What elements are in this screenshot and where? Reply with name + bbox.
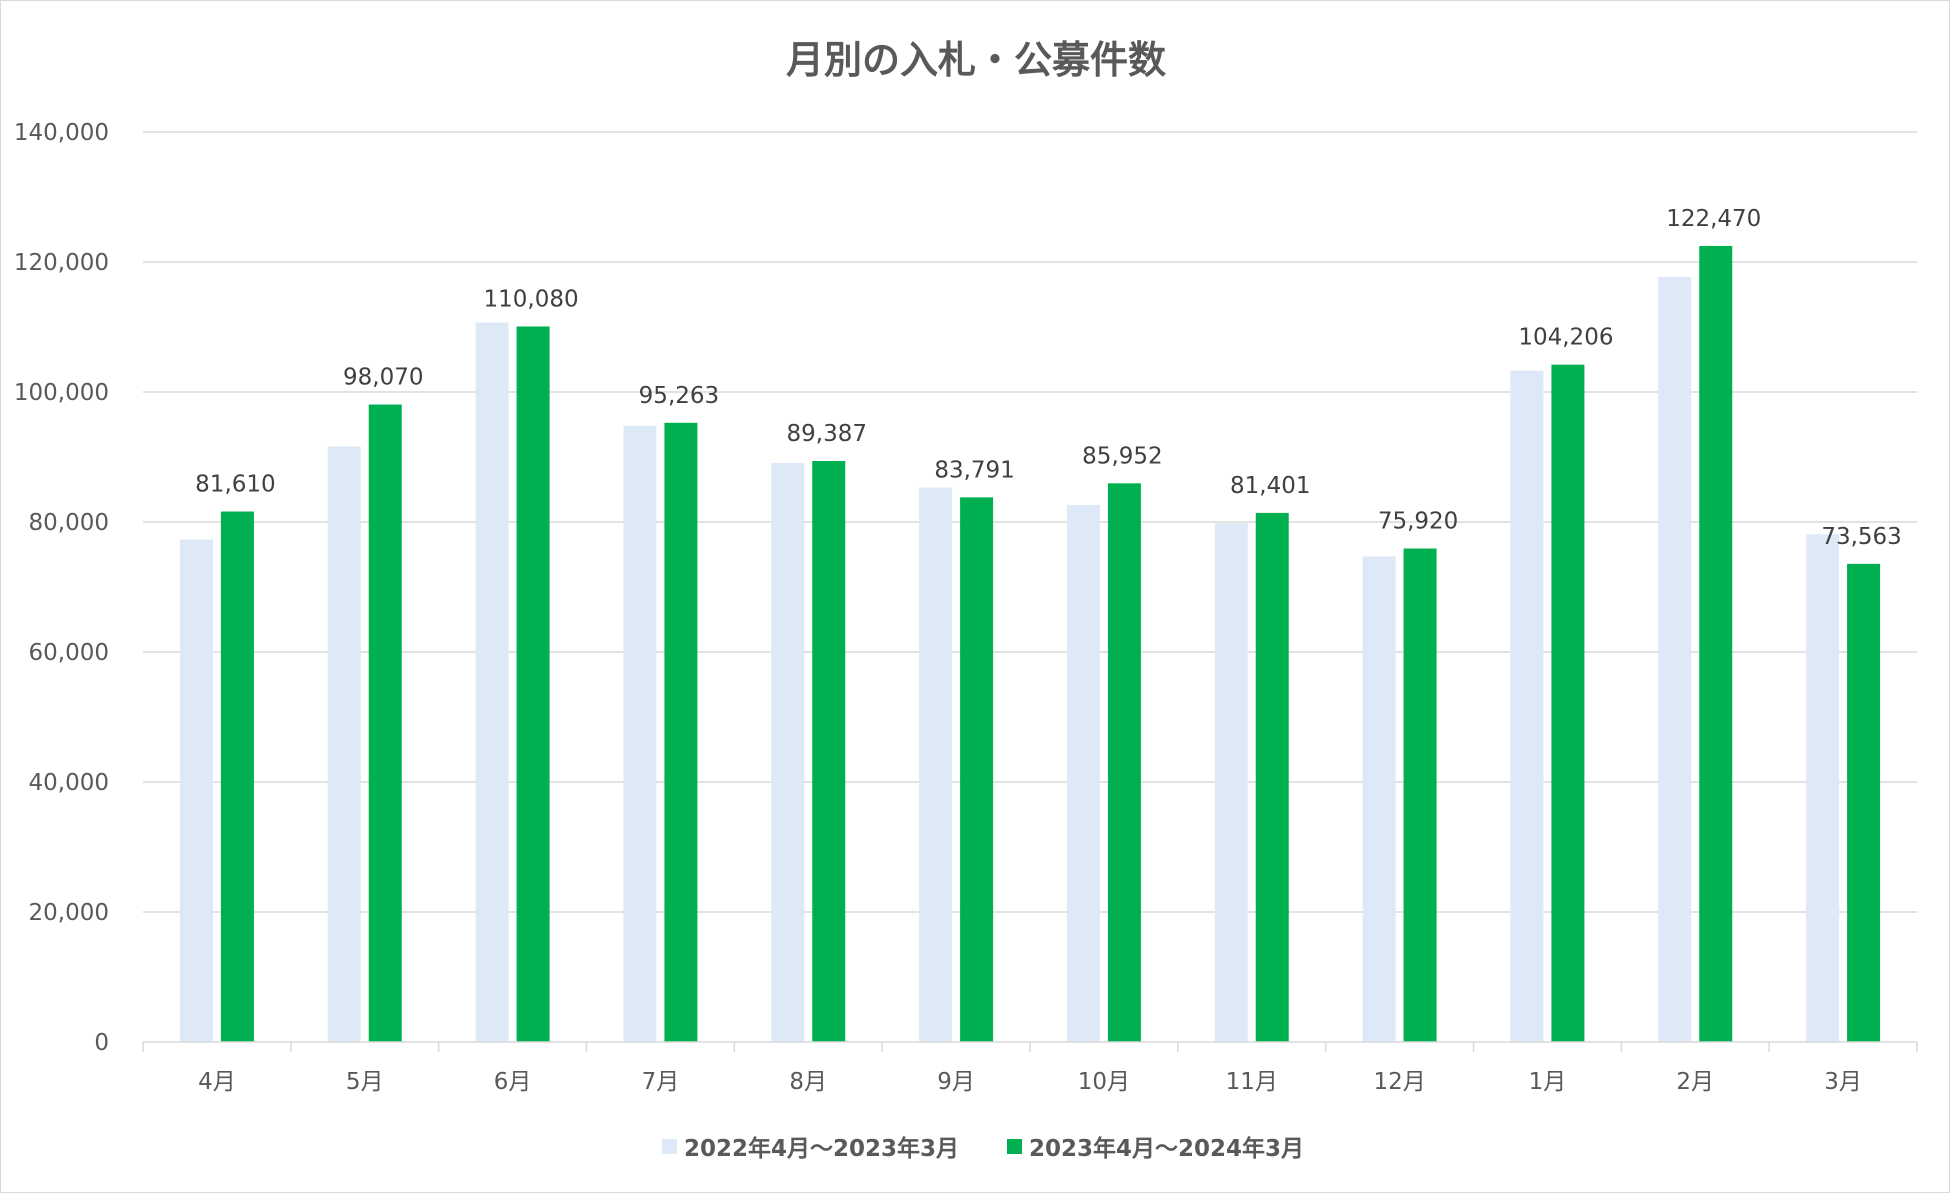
y-axis: 0 20,000 40,000 60,000 80,000 100,000 120,000 1… — [14, 120, 109, 1056]
legend-swatch — [1007, 1139, 1022, 1154]
data-label: 110,080 — [484, 286, 579, 312]
x-tick-label: 9月 — [937, 1069, 975, 1095]
data-label: 73,563 — [1821, 524, 1901, 550]
x-tick-label: 1月 — [1529, 1069, 1567, 1095]
x-tick-label: 2月 — [1676, 1069, 1714, 1095]
bar-series-1 — [179, 539, 213, 1042]
bar-series-2 — [1403, 548, 1437, 1042]
bar-series-2 — [368, 404, 402, 1042]
bar-series-1 — [1362, 556, 1396, 1042]
data-label: 122,470 — [1666, 206, 1761, 232]
data-label: 81,610 — [195, 472, 275, 498]
x-tick-label: 11月 — [1226, 1069, 1278, 1095]
bar-series-2 — [220, 511, 254, 1042]
data-label: 95,263 — [639, 383, 719, 409]
y-tick-label: 80,000 — [29, 510, 109, 536]
bar-series-2 — [1699, 245, 1733, 1042]
x-tick-label: 10月 — [1078, 1069, 1130, 1095]
bar-series-2 — [516, 326, 550, 1043]
legend-label: 2023年4月～2024年3月 — [1029, 1135, 1304, 1162]
y-tick-label: 100,000 — [14, 380, 109, 406]
gridlines — [143, 131, 1917, 913]
data-label: 85,952 — [1082, 443, 1162, 469]
x-tick-label: 8月 — [789, 1069, 827, 1095]
y-tick-label: 20,000 — [29, 900, 109, 926]
x-tick-label: 3月 — [1824, 1069, 1862, 1095]
x-tick-label: 12月 — [1373, 1069, 1425, 1095]
legend: 2022年4月～2023年3月 2023年4月～2024年3月 — [662, 1135, 1304, 1162]
data-label: 104,206 — [1518, 325, 1613, 351]
y-tick-label: 40,000 — [29, 770, 109, 796]
legend-label: 2022年4月～2023年3月 — [684, 1135, 959, 1162]
bar-series-1 — [771, 462, 805, 1043]
data-label: 81,401 — [1230, 473, 1310, 499]
bar-series-1 — [919, 487, 953, 1042]
bar-series-1 — [1806, 534, 1840, 1042]
bar-series-1 — [475, 322, 509, 1042]
chart-title: 月別の入札・公募件数 — [786, 38, 1166, 82]
data-label: 75,920 — [1378, 509, 1458, 535]
bar-series-1 — [1214, 523, 1248, 1042]
bar-series-2 — [1107, 483, 1141, 1042]
x-axis: 4月 5月 6月 7月 8月 9月 10月 11月 12月 1月 2月 3月 — [142, 1041, 1918, 1095]
bar-series-2 — [1551, 364, 1585, 1042]
data-label: 83,791 — [934, 457, 1014, 483]
x-tick-label: 6月 — [494, 1069, 532, 1095]
bar-series-1 — [1066, 505, 1100, 1043]
y-tick-label: 120,000 — [14, 250, 109, 276]
bars — [179, 245, 1881, 1043]
bar-series-1 — [1510, 370, 1544, 1042]
y-tick-label: 140,000 — [14, 120, 109, 146]
x-tick-label: 7月 — [642, 1069, 680, 1095]
legend-swatch — [662, 1139, 677, 1154]
x-tick-label: 4月 — [198, 1069, 236, 1095]
data-label: 89,387 — [787, 421, 867, 447]
y-tick-label: 60,000 — [29, 640, 109, 666]
data-label: 98,070 — [343, 365, 423, 391]
y-tick-label: 0 — [94, 1030, 109, 1056]
bar-series-2 — [664, 422, 698, 1042]
bar-series-2 — [812, 460, 846, 1042]
bar-series-2 — [960, 497, 994, 1042]
x-tick-label: 5月 — [346, 1069, 384, 1095]
bar-series-1 — [623, 425, 657, 1042]
bar-series-1 — [1658, 276, 1692, 1042]
bar-series-2 — [1255, 512, 1289, 1042]
bar-series-2 — [1847, 563, 1881, 1042]
data-labels: 81,610 98,070 110,080 95,263 89,387 83,791 85,… — [195, 206, 1902, 550]
bar-series-1 — [327, 446, 361, 1043]
